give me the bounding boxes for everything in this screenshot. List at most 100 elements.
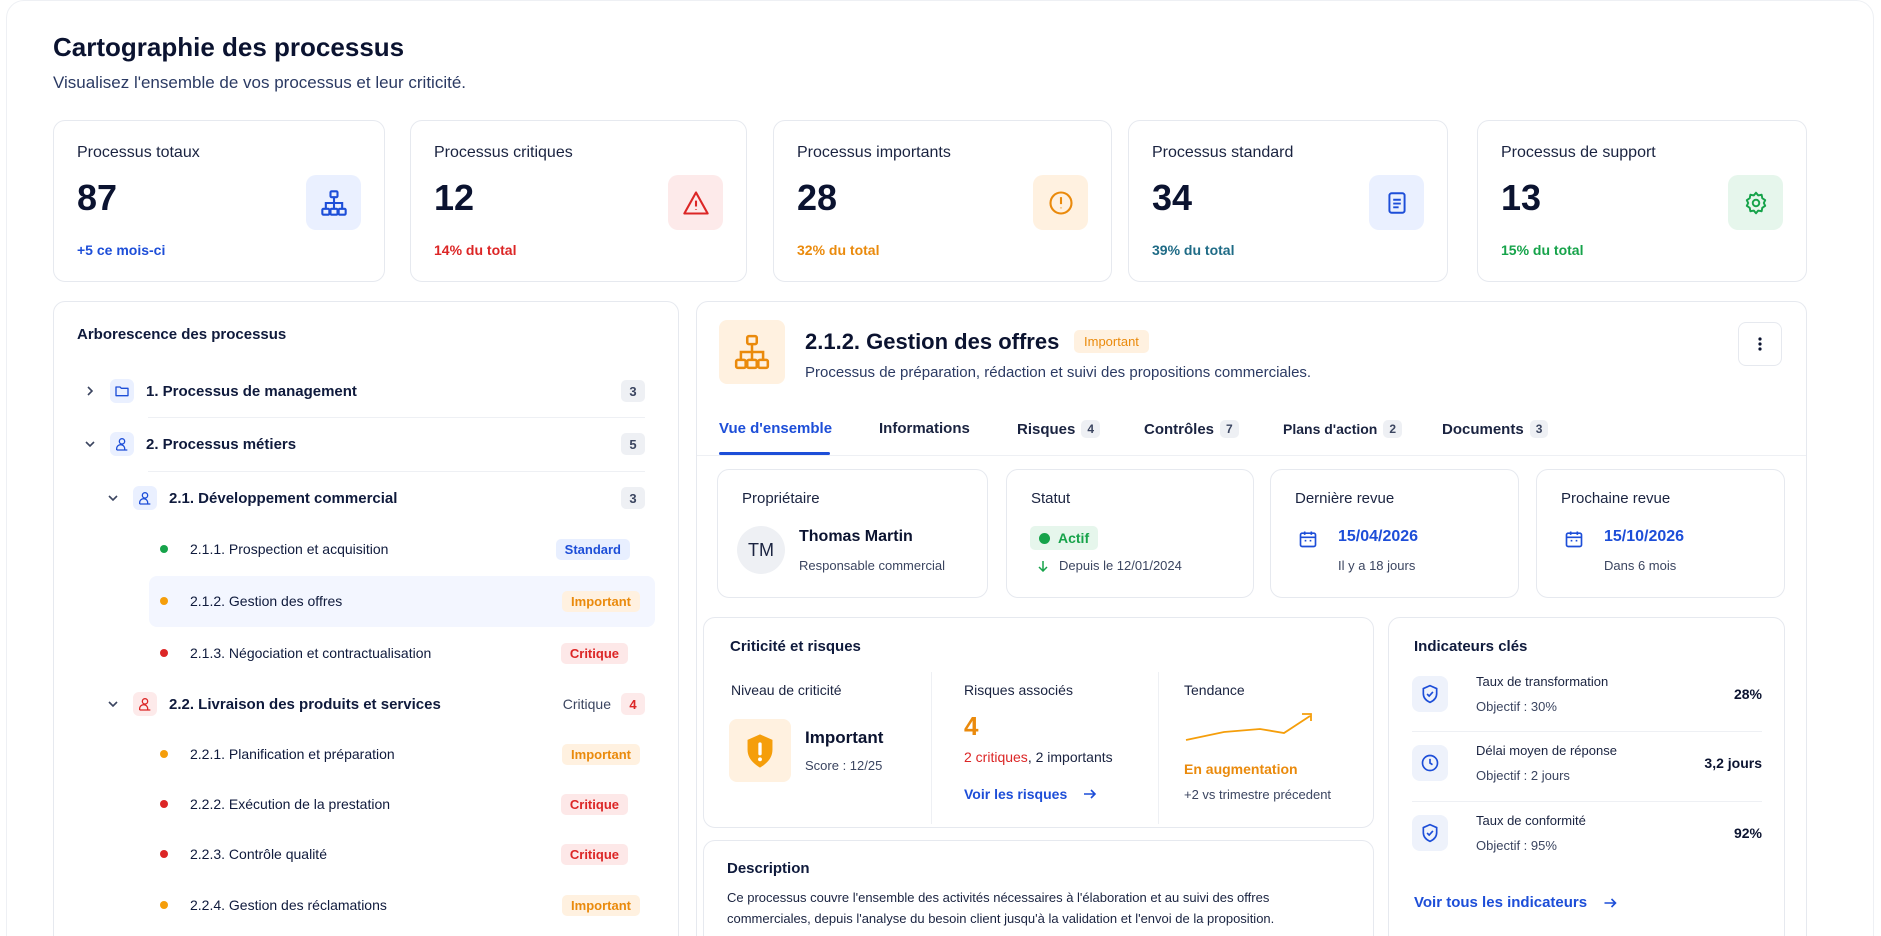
- view-all-kpis-link[interactable]: Voir tous les indicateurs: [1414, 894, 1618, 911]
- status-dot: [160, 649, 168, 657]
- kpi-name: Taux de conformité: [1476, 813, 1586, 828]
- kpi-value: 3,2 jours: [1704, 755, 1762, 771]
- tree-node-livraison[interactable]: 2.2. Livraison des produits et services …: [105, 682, 645, 726]
- tree-node-metiers[interactable]: 2. Processus métiers 5: [82, 422, 645, 466]
- stat-sub: 32% du total: [797, 242, 880, 258]
- tree-leaf-label: 2.1.1. Prospection et acquisition: [190, 541, 389, 557]
- tree-leaf-label: 2.1.2. Gestion des offres: [190, 593, 343, 609]
- process-description: Processus de préparation, rédaction et s…: [805, 364, 1312, 381]
- criticality-label: Niveau de criticité: [731, 682, 842, 698]
- description-card: [703, 840, 1374, 936]
- tree-leaf-223[interactable]: 2.2.3. Contrôle qualité Critique: [150, 832, 628, 876]
- stat-value: 34: [1152, 177, 1193, 218]
- owner-name: Thomas Martin: [799, 528, 913, 545]
- stat-value: 28: [797, 177, 838, 218]
- user-group-icon: [133, 486, 157, 510]
- stat-card-important[interactable]: Processus importants 28 32% du total: [773, 120, 1112, 282]
- tab-count: 4: [1081, 420, 1101, 438]
- arrow-down-icon: [1038, 560, 1048, 572]
- kpi-goal: Objectif : 95%: [1476, 838, 1557, 853]
- shield-alert-icon: [729, 719, 791, 782]
- link-label: Voir tous les indicateurs: [1414, 894, 1588, 911]
- gear-icon: [1728, 175, 1783, 230]
- tab-count: 7: [1220, 420, 1239, 438]
- card-label: Propriétaire: [742, 490, 820, 507]
- owner-role: Responsable commercial: [799, 558, 945, 573]
- tab-controles[interactable]: Contrôles 7: [1144, 420, 1239, 438]
- tab-overview[interactable]: Vue d'ensemble: [719, 420, 832, 437]
- criticality-level: Important: [805, 728, 884, 747]
- kpi-goal: Objectif : 2 jours: [1476, 768, 1570, 783]
- trend-sparkline: [1185, 713, 1312, 741]
- tab-informations[interactable]: Informations: [879, 420, 970, 437]
- tree-node-label: 2.1. Développement commercial: [169, 489, 398, 507]
- tree-leaf-224[interactable]: 2.2.4. Gestion des réclamations Importan…: [150, 883, 640, 927]
- arrow-right-icon: [1604, 897, 1617, 908]
- stat-card-critical[interactable]: Processus critiques 12 14% du total: [410, 120, 747, 282]
- trend-value: En augmentation: [1184, 761, 1298, 777]
- stat-card-support[interactable]: Processus de support 13 15% du total: [1477, 120, 1807, 282]
- kpi-item[interactable]: Délai moyen de réponse Objectif : 2 jours…: [1412, 729, 1762, 797]
- stat-card-standard[interactable]: Processus standard 34 39% du total: [1128, 120, 1448, 282]
- tree-leaf-213[interactable]: 2.1.3. Négociation et contractualisation…: [150, 631, 628, 675]
- tab-label: Risques: [1017, 420, 1076, 438]
- card-label: Statut: [1031, 490, 1071, 507]
- tab-label: Informations: [879, 420, 970, 437]
- kpi-name: Taux de transformation: [1476, 674, 1609, 689]
- more-options-button[interactable]: [1738, 322, 1782, 366]
- status-since-text: Depuis le 12/01/2024: [1059, 558, 1182, 573]
- tree-node-tag: Critique: [562, 696, 611, 712]
- clock-icon: [1412, 745, 1448, 781]
- tab-plans-action[interactable]: Plans d'action 2: [1283, 420, 1403, 438]
- view-risks-link[interactable]: Voir les risques: [964, 786, 1097, 802]
- chevron-down-icon[interactable]: [105, 698, 121, 710]
- status-card: Statut Actif Depuis le 12/01/2024: [1006, 469, 1254, 598]
- alert-circle-icon: [1033, 175, 1088, 230]
- kpi-item[interactable]: Taux de conformité Objectif : 95% 92%: [1412, 799, 1762, 867]
- chevron-down-icon[interactable]: [105, 492, 121, 504]
- description-line: Ce processus couvre l'ensemble des activ…: [727, 890, 1270, 905]
- page-subtitle: Visualisez l'ensemble de vos processus e…: [53, 73, 467, 92]
- tab-label: Contrôles: [1144, 420, 1215, 438]
- tree-leaf-221[interactable]: 2.2.1. Planification et préparation Impo…: [150, 732, 640, 776]
- hierarchy-icon: [306, 175, 361, 230]
- tab-count: 2: [1383, 420, 1403, 438]
- stat-value: 13: [1501, 177, 1542, 218]
- page-title: Cartographie des processus: [53, 32, 405, 62]
- chevron-down-icon[interactable]: [82, 438, 98, 450]
- criticality-badge: Important: [562, 894, 640, 916]
- tab-label: Documents: [1442, 420, 1524, 438]
- status-since: Depuis le 12/01/2024: [1037, 558, 1182, 573]
- criticality-badge: Important: [562, 590, 640, 612]
- tree-leaf-222[interactable]: 2.2.2. Exécution de la prestation Critiq…: [150, 782, 628, 826]
- tree-leaf-212[interactable]: 2.1.2. Gestion des offres Important: [150, 579, 640, 623]
- shield-check-icon: [1412, 815, 1448, 851]
- criticality-badge: Critique: [560, 793, 628, 815]
- tree-node-count: 4: [621, 693, 645, 715]
- section-title: Indicateurs clés: [1414, 638, 1528, 655]
- status-dot: [160, 750, 168, 758]
- link-label: Voir les risques: [964, 786, 1068, 802]
- tree-leaf-label: 2.2.2. Exécution de la prestation: [190, 796, 391, 812]
- tab-risques[interactable]: Risques 4: [1017, 420, 1101, 438]
- arrow-right-icon: [1084, 789, 1097, 799]
- active-tab-indicator: [719, 452, 830, 455]
- stat-card-total[interactable]: Processus totaux 87 +5 ce mois-ci: [53, 120, 385, 282]
- folder-icon: [110, 379, 134, 403]
- tab-documents[interactable]: Documents 3: [1442, 420, 1549, 438]
- criticality-badge: Important: [562, 743, 640, 765]
- tree-leaf-label: 2.2.4. Gestion des réclamations: [190, 897, 387, 913]
- tree-node-dev-commercial[interactable]: 2.1. Développement commercial 3: [105, 476, 645, 520]
- tree-leaf-211[interactable]: 2.1.1. Prospection et acquisition Standa…: [150, 527, 630, 571]
- tree-node-count: 5: [621, 433, 645, 455]
- criticality-card: [703, 617, 1374, 828]
- tree-node-management[interactable]: 1. Processus de management 3: [82, 369, 645, 413]
- risks-important: , 2 importants: [1027, 749, 1113, 765]
- status-dot: [160, 597, 168, 605]
- kpi-item[interactable]: Taux de transformation Objectif : 30% 28%: [1412, 660, 1762, 728]
- criticality-badge: Standard: [555, 538, 630, 560]
- chevron-right-icon[interactable]: [82, 385, 98, 397]
- stat-label: Processus totaux: [77, 144, 200, 161]
- status-value: Actif: [1058, 530, 1090, 546]
- calendar-icon: [1299, 531, 1317, 548]
